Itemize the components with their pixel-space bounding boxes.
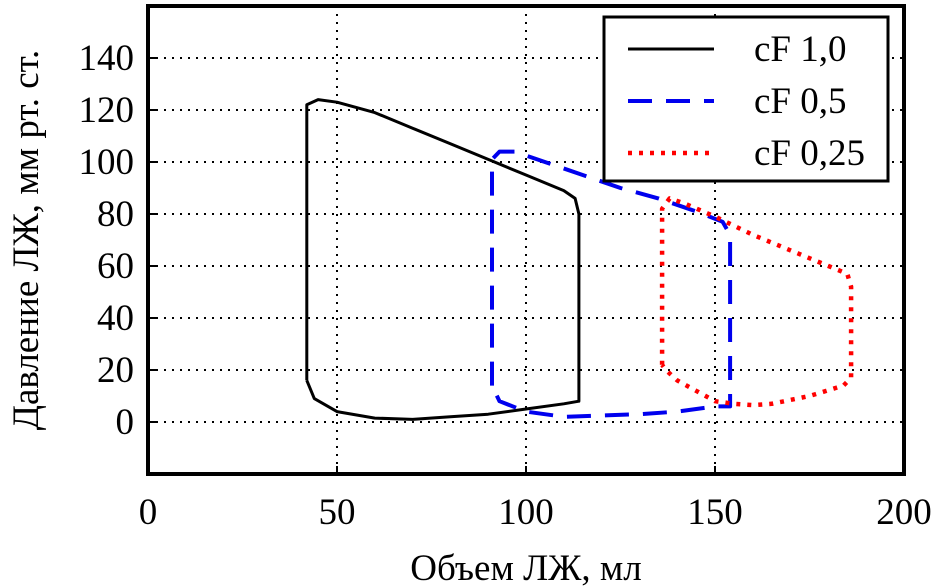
y-tick-labels: 0 20 40 60 80 100 120 140: [79, 38, 156, 443]
x-tick-label: 50: [319, 492, 356, 533]
legend-label-1: cF 1,0: [754, 29, 847, 70]
legend: cF 1,0 cF 0,5 cF 0,25: [602, 15, 890, 183]
series-line-1: [305, 98, 581, 421]
x-tick-label: 150: [687, 492, 743, 533]
x-axis-label: Объем ЛЖ, мл: [410, 548, 641, 588]
y-tick-label: 0: [116, 402, 135, 443]
series-line-3: [659, 196, 854, 408]
x-tick-labels: 0 50 100 150 200: [139, 466, 932, 533]
series-line-2: [490, 149, 733, 419]
legend-label-2: cF 0,5: [754, 81, 847, 122]
series-layer: [305, 98, 854, 421]
y-tick-label: 120: [79, 90, 135, 131]
y-tick-label: 100: [79, 142, 135, 183]
y-tick-label: 20: [97, 350, 134, 391]
y-axis-label: Давление ЛЖ, мм рт. ст.: [6, 50, 47, 431]
y-tick-label: 40: [97, 298, 134, 339]
y-tick-label: 60: [97, 246, 134, 287]
x-tick-label: 100: [498, 492, 554, 533]
grid-lines: [148, 6, 904, 474]
x-tick-label: 200: [876, 492, 932, 533]
y-tick-label: 80: [97, 194, 134, 235]
x-tick-label: 0: [139, 492, 158, 533]
y-tick-label: 140: [79, 38, 135, 79]
legend-label-3: cF 0,25: [754, 133, 865, 174]
